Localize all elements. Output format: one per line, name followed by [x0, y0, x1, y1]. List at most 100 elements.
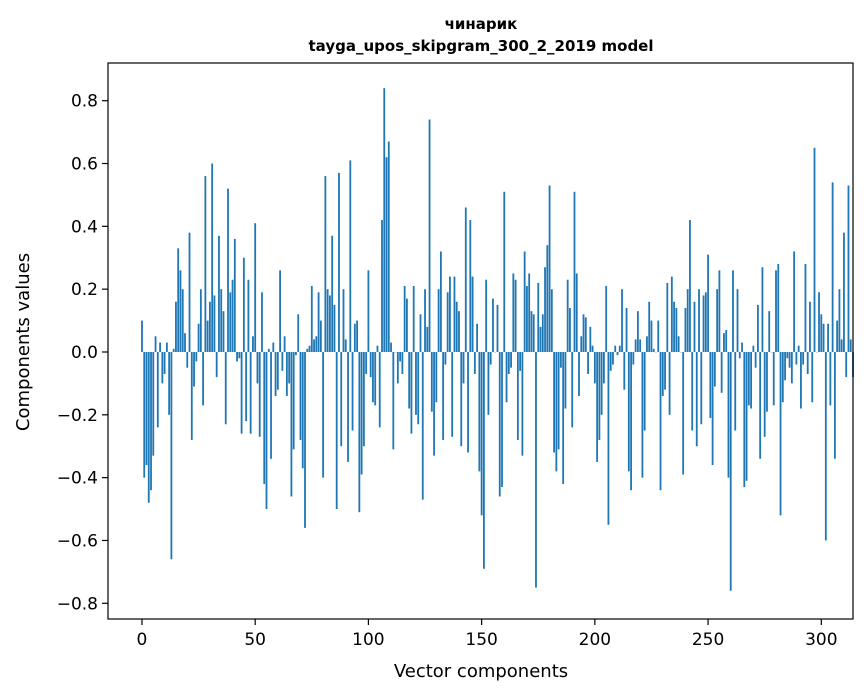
bar-163 [510, 351, 512, 368]
bar-221 [641, 351, 644, 478]
bar-76 [313, 339, 315, 352]
bar-288 [793, 251, 796, 352]
bar-285 [786, 351, 789, 359]
bar-154 [489, 351, 492, 365]
bar-193 [578, 351, 580, 396]
bar-290 [797, 345, 800, 352]
bar-180 [548, 185, 551, 352]
bar-256 [720, 351, 723, 393]
bar-286 [788, 351, 791, 368]
bar-68 [295, 351, 297, 356]
bar-306 [833, 351, 836, 459]
bar-208 [612, 351, 614, 365]
bar-72 [304, 351, 306, 528]
bar-146 [471, 276, 474, 352]
x-tick-label: 0 [137, 630, 148, 650]
bar-19 [184, 333, 186, 352]
bar-127 [428, 119, 431, 352]
bar-207 [609, 351, 612, 371]
bar-28 [204, 176, 207, 352]
bar-119 [410, 351, 413, 434]
bar-106 [381, 220, 383, 352]
bar-95 [356, 320, 358, 352]
bar-124 [421, 351, 424, 500]
bar-107 [383, 88, 386, 352]
bar-3 [147, 351, 150, 503]
bar-232 [666, 282, 669, 352]
bar-174 [535, 351, 537, 588]
bar-247 [700, 351, 703, 425]
bar-196 [584, 317, 587, 352]
bar-134 [444, 351, 447, 365]
bar-171 [528, 273, 531, 352]
chart-title-line-2: tayga_upos_skipgram_300_2_2019 model [309, 37, 654, 55]
bar-90 [344, 339, 347, 352]
bar-206 [607, 351, 610, 525]
bar-214 [625, 308, 628, 352]
bar-140 [458, 311, 460, 352]
bar-187 [564, 351, 567, 409]
bar-99 [365, 351, 368, 374]
bar-289 [795, 351, 798, 365]
bar-170 [526, 286, 528, 352]
bar-17 [179, 270, 182, 352]
bar-230 [661, 351, 664, 396]
bar-133 [442, 351, 445, 440]
bar-111 [392, 351, 395, 450]
bar-274 [761, 267, 764, 352]
bar-153 [487, 351, 490, 415]
bar-25 [197, 323, 200, 352]
bar-236 [675, 308, 678, 352]
bar-117 [406, 298, 408, 352]
bar-277 [768, 311, 771, 352]
bar-46 [245, 351, 248, 422]
bar-239 [682, 351, 685, 475]
x-tick-label: 100 [352, 630, 384, 650]
bar-86 [335, 351, 338, 510]
x-axis-ticks: 0 50 100 150 200 250 300 [137, 619, 838, 650]
bar-273 [759, 351, 762, 459]
bar-215 [627, 351, 630, 472]
bar-96 [358, 351, 361, 513]
bar-287 [790, 351, 793, 384]
bar-23 [193, 351, 195, 387]
bar-179 [546, 245, 549, 352]
bar-104 [376, 345, 379, 352]
x-tick-label: 300 [805, 630, 837, 650]
bar-253 [713, 351, 716, 387]
bar-261 [732, 270, 734, 352]
y-tick-label: 0.2 [71, 280, 98, 300]
chart-title-line-1: чинарик [445, 15, 518, 33]
bar-109 [387, 141, 390, 352]
bar-228 [657, 320, 660, 352]
bar-251 [709, 351, 712, 418]
bar-237 [677, 336, 680, 352]
bar-12 [168, 351, 171, 415]
bar-191 [573, 191, 576, 352]
bar-158 [498, 351, 501, 497]
bar-212 [621, 289, 623, 352]
bar-137 [451, 351, 454, 437]
bar-120 [412, 286, 415, 352]
bar-87 [338, 172, 340, 352]
bar-64 [285, 351, 288, 396]
bar-81 [324, 176, 327, 352]
y-tick-label: −0.2 [57, 406, 98, 426]
bar-58 [272, 342, 275, 352]
bar-125 [424, 289, 426, 352]
bar-304 [829, 351, 832, 406]
bar-242 [689, 220, 691, 352]
bar-56 [267, 348, 270, 352]
bar-150 [480, 351, 483, 516]
bar-235 [673, 301, 676, 352]
bar-16 [177, 248, 180, 352]
bar-210 [616, 351, 619, 356]
bar-204 [603, 351, 605, 384]
bar-161 [505, 351, 508, 403]
bar-138 [453, 276, 456, 352]
x-tick-label: 50 [244, 630, 266, 650]
bar-44 [240, 351, 243, 434]
bar-189 [569, 308, 571, 352]
bar-149 [478, 351, 481, 472]
bar-263 [736, 289, 739, 352]
